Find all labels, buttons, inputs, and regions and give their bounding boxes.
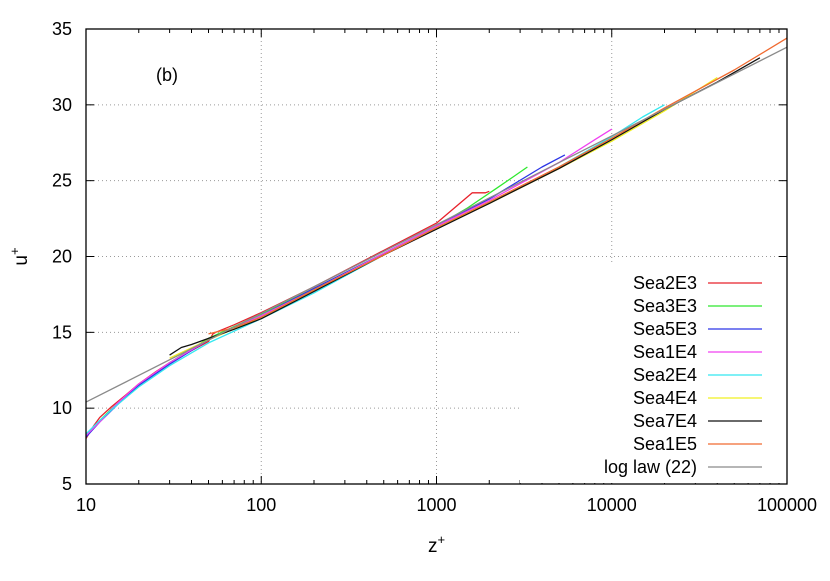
x-axis-label-sup: + — [437, 532, 445, 547]
legend-label: Sea7E4 — [633, 411, 697, 431]
legend-label: Sea1E4 — [633, 342, 697, 362]
plot-frame — [85, 28, 788, 485]
series-lines — [85, 37, 788, 439]
x-tick-label: 100000 — [757, 495, 817, 515]
legend-box — [520, 262, 787, 483]
y-tick-label: 35 — [52, 19, 72, 39]
series-line — [208, 37, 788, 335]
legend-label: Sea5E3 — [633, 319, 697, 339]
legend-label: Sea2E4 — [633, 365, 697, 385]
legend-label: Sea1E5 — [633, 434, 697, 454]
y-axis-label-sup: + — [7, 247, 22, 255]
series-line — [85, 46, 788, 403]
x-tick-label: 10 — [76, 495, 96, 515]
y-tick-label: 5 — [62, 474, 72, 494]
y-tick-label: 30 — [52, 95, 72, 115]
legend: Sea2E3 Sea3E3 Sea5E3 Sea1E4 Sea2E4 Sea4E4 Sea7… — [604, 273, 762, 477]
y-axis-label: u+ — [7, 247, 32, 265]
y-tick-label: 10 — [52, 398, 72, 418]
legend-background — [520, 262, 787, 483]
legend-label: Sea3E3 — [633, 296, 697, 316]
series-line — [85, 154, 566, 438]
x-axis-label-main: z — [428, 536, 438, 557]
legend-label: Sea4E4 — [633, 388, 697, 408]
x-tick-label: 10000 — [587, 495, 637, 515]
y-tick-label: 25 — [52, 171, 72, 191]
legend-label: Sea2E3 — [633, 273, 697, 293]
series-line — [85, 166, 528, 436]
x-axis-label: z+ — [428, 532, 445, 557]
series-line — [85, 104, 665, 435]
y-axis-label-main: u — [11, 255, 32, 266]
legend-label: log law (22) — [604, 457, 697, 477]
y-tick-label: 15 — [52, 322, 72, 342]
panel-label: (b) — [156, 65, 178, 85]
x-tick-label: 1000 — [416, 495, 456, 515]
y-tick-label: 20 — [52, 247, 72, 267]
x-tick-label: 100 — [246, 495, 276, 515]
